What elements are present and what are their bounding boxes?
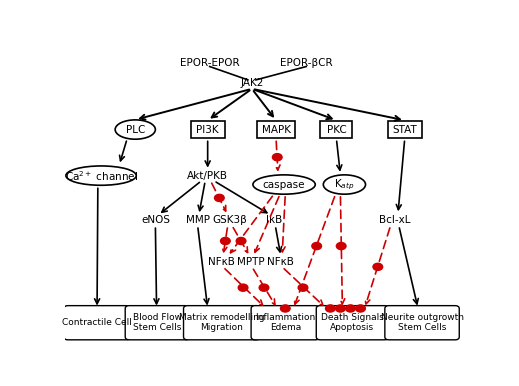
FancyBboxPatch shape: [385, 306, 459, 340]
Text: STAT: STAT: [392, 125, 417, 135]
Text: Blood Flow
Stem Cells: Blood Flow Stem Cells: [133, 313, 182, 332]
Circle shape: [325, 305, 335, 312]
Text: Akt/PKB: Akt/PKB: [187, 171, 228, 181]
Text: Contractile Cell: Contractile Cell: [62, 318, 132, 327]
Text: NFκB: NFκB: [208, 257, 235, 267]
Text: eNOS: eNOS: [141, 215, 170, 225]
Text: JAK2: JAK2: [240, 78, 264, 88]
FancyBboxPatch shape: [190, 120, 225, 139]
Circle shape: [236, 237, 246, 245]
Text: IκB: IκB: [266, 215, 282, 225]
Text: K$_{atp}$: K$_{atp}$: [334, 177, 354, 192]
FancyBboxPatch shape: [388, 120, 422, 139]
Text: Ca$^{2+}$ channel: Ca$^{2+}$ channel: [64, 169, 138, 183]
Text: PI3K: PI3K: [196, 125, 219, 135]
Ellipse shape: [253, 175, 315, 194]
Text: Matrix remodelling
Migration: Matrix remodelling Migration: [179, 313, 265, 332]
Circle shape: [259, 284, 269, 291]
Text: caspase: caspase: [263, 179, 305, 190]
Circle shape: [238, 284, 248, 291]
Text: PKC: PKC: [326, 125, 346, 135]
Ellipse shape: [115, 120, 155, 139]
FancyBboxPatch shape: [257, 120, 295, 139]
Text: MPTP: MPTP: [237, 257, 265, 267]
Circle shape: [298, 284, 308, 291]
FancyBboxPatch shape: [64, 306, 130, 340]
FancyBboxPatch shape: [251, 306, 320, 340]
Circle shape: [312, 242, 321, 250]
Circle shape: [346, 305, 356, 312]
Circle shape: [336, 242, 346, 250]
Text: Neurite outgrowth
Stem Cells: Neurite outgrowth Stem Cells: [380, 313, 463, 332]
Text: MMP: MMP: [186, 215, 210, 225]
Text: Bcl-xL: Bcl-xL: [379, 215, 411, 225]
Text: NFκB: NFκB: [267, 257, 294, 267]
Text: EPOR-EPOR: EPOR-EPOR: [180, 58, 239, 68]
Circle shape: [272, 154, 282, 161]
Circle shape: [336, 305, 345, 312]
Circle shape: [221, 237, 230, 245]
FancyBboxPatch shape: [316, 306, 389, 340]
Text: MAPK: MAPK: [262, 125, 291, 135]
Text: EPOR-βCR: EPOR-βCR: [280, 58, 333, 68]
Circle shape: [356, 305, 365, 312]
FancyBboxPatch shape: [320, 120, 352, 139]
Ellipse shape: [323, 175, 365, 194]
Circle shape: [214, 194, 224, 201]
Text: Death Signals
Apoptosis: Death Signals Apoptosis: [321, 313, 384, 332]
FancyBboxPatch shape: [125, 306, 189, 340]
FancyBboxPatch shape: [184, 306, 260, 340]
Text: Inflammation
Edema: Inflammation Edema: [255, 313, 316, 332]
Ellipse shape: [66, 166, 136, 185]
Text: GSK3β: GSK3β: [212, 215, 247, 225]
Circle shape: [373, 263, 383, 271]
Text: PLC: PLC: [126, 125, 145, 135]
Circle shape: [280, 305, 290, 312]
